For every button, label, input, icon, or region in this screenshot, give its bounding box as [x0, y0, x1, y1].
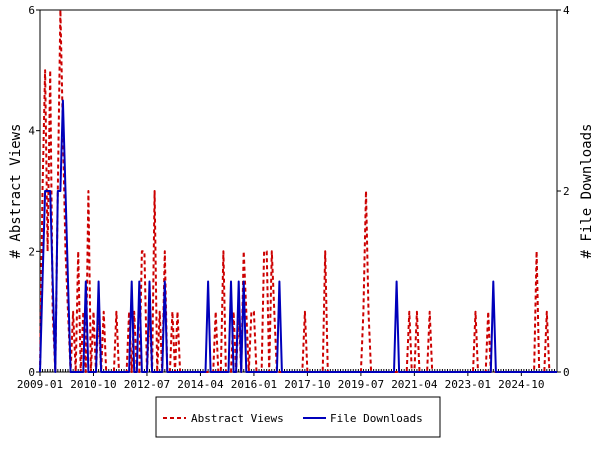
- y-axis-left-title: # Abstract Views: [8, 124, 24, 259]
- x-tick-label: 2021-04: [391, 378, 438, 391]
- y-left-tick-label: 0: [28, 366, 35, 379]
- x-tick-label: 2023-01: [445, 378, 491, 391]
- y-left-tick-label: 6: [28, 4, 35, 17]
- legend: Abstract Views File Downloads: [155, 396, 441, 438]
- x-tick-label: 2009-01: [17, 378, 63, 391]
- x-tick-label: 2024-10: [498, 378, 544, 391]
- x-axis: 2009-01 2010-10 2012-07 2014-04 2016-01 2017-…: [17, 372, 545, 391]
- y-right-tick-label: 0: [563, 366, 570, 379]
- y-axis-right-title: # File Downloads: [579, 124, 595, 259]
- y-left-tick-label: 4: [28, 125, 35, 138]
- legend-box: [155, 396, 441, 438]
- x-tick-label: 2014-04: [177, 378, 224, 391]
- plot-area: [39, 9, 558, 373]
- y-axis-left: 0 2 4 6: [28, 4, 40, 379]
- x-tick-label: 2019-07: [338, 378, 384, 391]
- y-right-tick-label: 2: [563, 185, 570, 198]
- y-left-tick-label: 2: [28, 245, 35, 258]
- x-tick-label: 2016-01: [231, 378, 277, 391]
- y-right-tick-label: 4: [563, 4, 570, 17]
- legend-label-file-downloads: File Downloads: [330, 412, 423, 425]
- series-line-file-downloads: [39, 99, 557, 373]
- legend-label-abstract-views: Abstract Views: [191, 412, 284, 425]
- x-tick-label: 2010-10: [70, 378, 116, 391]
- y-axis-right: 0 2 4: [557, 4, 570, 379]
- x-tick-label: 2017-10: [284, 378, 330, 391]
- x-tick-label: 2012-07: [124, 378, 170, 391]
- series-layer: [39, 9, 557, 373]
